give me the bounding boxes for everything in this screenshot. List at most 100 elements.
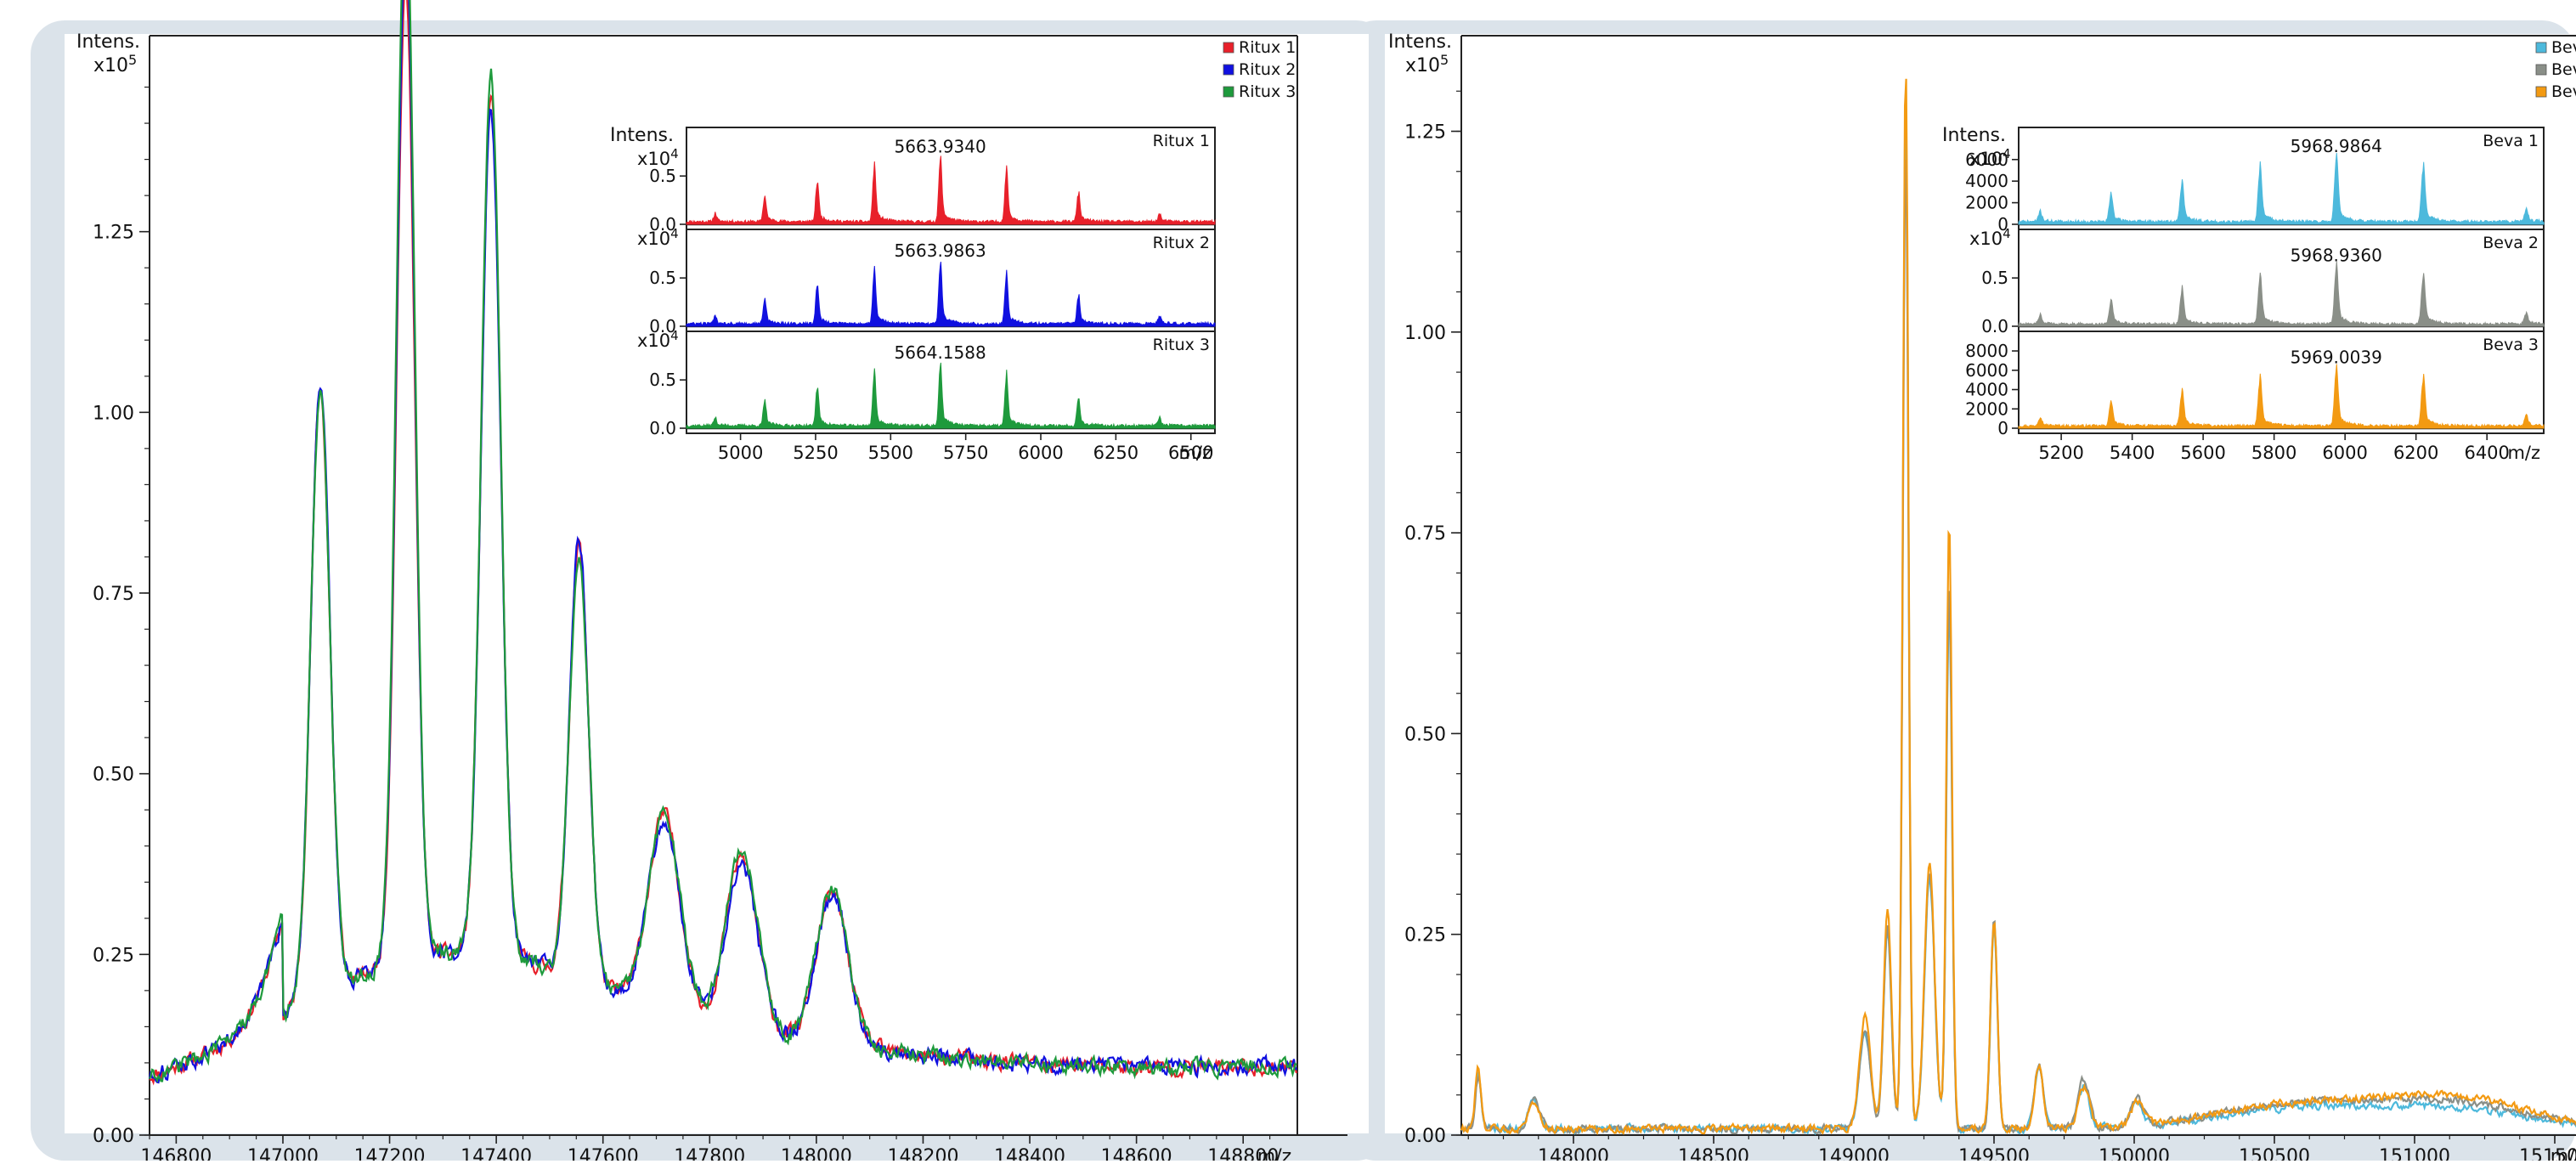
legend-label: Ritux 2 [1239, 60, 1296, 79]
inset-spectrum [2018, 261, 2545, 327]
x-tick-label: 150000 [2099, 1146, 2170, 1161]
inset-y-label: Intens. [1942, 125, 2006, 146]
y-tick-label: 0.25 [1404, 925, 1446, 946]
inset-scale-exponent: 4 [670, 328, 679, 343]
inset-y-tick-label: 4000 [1965, 380, 2008, 400]
x-tick-label: 149500 [1958, 1146, 2030, 1161]
y-axis-label: Intens. [1388, 31, 1452, 53]
legend-label: Bev [2551, 82, 2576, 101]
inset-x-tick-label: 6200 [2393, 443, 2438, 463]
y-tick-label: 0.50 [1404, 724, 1446, 745]
x-tick-label: 151000 [2379, 1146, 2450, 1161]
inset-chart: Intens. Beva 1x10402000400060005968.9864B… [1942, 125, 2545, 463]
y-tick-label: 1.00 [93, 403, 134, 424]
x-tick-label: 148000 [781, 1146, 852, 1161]
x-tick-label: 147000 [247, 1146, 319, 1161]
legend-swatch [2535, 42, 2547, 54]
inset-x-tick-label: 5750 [943, 443, 988, 463]
inset-y-tick-label: 0 [1997, 214, 2008, 234]
x-tick-label: 148800 [1207, 1146, 1279, 1161]
y-tick-label: 1.00 [1404, 323, 1446, 344]
inset-x-tick-label: 5400 [2110, 443, 2155, 463]
legend-label: Bev [2551, 38, 2576, 57]
y-tick-label: 1.25 [1404, 122, 1446, 144]
inset-apex-label: 5663.9863 [895, 240, 986, 261]
inset-spectrum [686, 362, 1216, 429]
inset-y-tick-label: 2000 [1965, 398, 2008, 419]
y-tick-label: 0.75 [1404, 523, 1446, 545]
inset-spectrum [686, 155, 1216, 225]
inset-x-tick-label: 5000 [718, 443, 763, 463]
y-scale-exponent: 5 [1440, 52, 1449, 68]
x-tick-label: 148600 [1101, 1146, 1172, 1161]
legend-swatch [1223, 86, 1234, 98]
inset-x-tick-label: 6000 [2322, 443, 2367, 463]
x-tick-label: 146800 [140, 1146, 212, 1161]
y-axis-label: Intens. [76, 31, 140, 53]
y-tick-label: 0.75 [93, 584, 134, 605]
inset-y-tick-label: 4000 [1965, 171, 2008, 191]
legend-label: Bev [2551, 60, 2576, 79]
x-tick-label: 148500 [1678, 1146, 1749, 1161]
y-tick-label: 0.25 [93, 945, 134, 966]
inset-frame [686, 127, 1216, 434]
inset-x-tick-label: 6250 [1093, 443, 1138, 463]
legend-swatch [1223, 64, 1234, 76]
x-tick-label: 149000 [1818, 1146, 1890, 1161]
inset-x-tick-label: 6400 [2464, 443, 2509, 463]
inset-panel-name: Beva 2 [2483, 234, 2539, 252]
inset-y-tick-label: 6000 [1965, 360, 2008, 381]
x-tick-label: 147200 [354, 1146, 426, 1161]
x-tick-label: 150500 [2239, 1146, 2310, 1161]
inset-x-tick-label: 5200 [2038, 443, 2083, 463]
x-axis-label: m/z [1257, 1146, 1291, 1161]
x-tick-label: 151500 [2519, 1146, 2576, 1161]
x-tick-label: 147400 [460, 1146, 532, 1161]
y-scale-exponent: 5 [128, 52, 137, 68]
inset-panel-name: Ritux 2 [1153, 234, 1210, 252]
spectrum-line-1 [1460, 115, 2576, 1136]
inset-y-tick-label: 0.5 [649, 166, 676, 186]
legend-swatch [2535, 64, 2547, 76]
inset-y-tick-label: 0.5 [649, 370, 676, 390]
inset-panel-name: Beva 3 [2483, 336, 2539, 354]
inset-scale-exponent: 4 [670, 146, 679, 161]
x-tick-label: 147600 [568, 1146, 639, 1161]
inset-spectrum [2018, 364, 2545, 429]
inset-scale-exponent: 4 [670, 226, 679, 241]
spectrum-line-3 [1460, 78, 2576, 1136]
inset-apex-label: 5663.9340 [895, 137, 986, 157]
inset-panel-name: Beva 1 [2483, 132, 2539, 150]
inset-x-axis-label: m/z [2507, 443, 2540, 463]
inset-spectrum [2018, 152, 2545, 225]
inset-spectrum [686, 262, 1216, 327]
inset-apex-label: 5968.9360 [2291, 245, 2382, 265]
inset-y-tick-label: 2000 [1965, 193, 2008, 213]
inset-panel-name: Ritux 1 [1153, 132, 1210, 150]
chart-left: 0.00 0.25 0.50 0.75 1.00 1.25 146800 147000 1472… [65, 0, 1369, 1164]
x-axis-label: m/z [2551, 1146, 2576, 1161]
inset-y-tick-label: 0.5 [1981, 268, 2008, 288]
inset-y-label: Intens. [610, 125, 674, 146]
x-tick-label: 148200 [887, 1146, 958, 1161]
legend-label: Ritux 1 [1239, 38, 1296, 57]
inset-apex-label: 5969.0039 [2291, 347, 2382, 367]
inset-y-tick-label: 0.0 [649, 418, 676, 438]
inset-x-axis-label: m/z [1178, 443, 1212, 463]
inset-x-tick-label: 5600 [2180, 443, 2225, 463]
inset-y-tick-label: 0.0 [649, 214, 676, 234]
x-tick-label: 147800 [674, 1146, 745, 1161]
inset-x-tick-label: 5250 [793, 443, 838, 463]
inset-y-tick-label: 0 [1997, 418, 2008, 438]
inset-x-tick-label: 5800 [2251, 443, 2296, 463]
y-tick-label: 1.25 [93, 223, 134, 244]
inset-y-tick-label: 0.0 [1981, 316, 2008, 336]
inset-frame [2018, 127, 2545, 434]
inset-y-tick-label: 0.5 [649, 268, 676, 288]
inset-x-tick-label: 6500 [1168, 443, 1213, 463]
inset-apex-label: 5968.9864 [2291, 136, 2382, 156]
